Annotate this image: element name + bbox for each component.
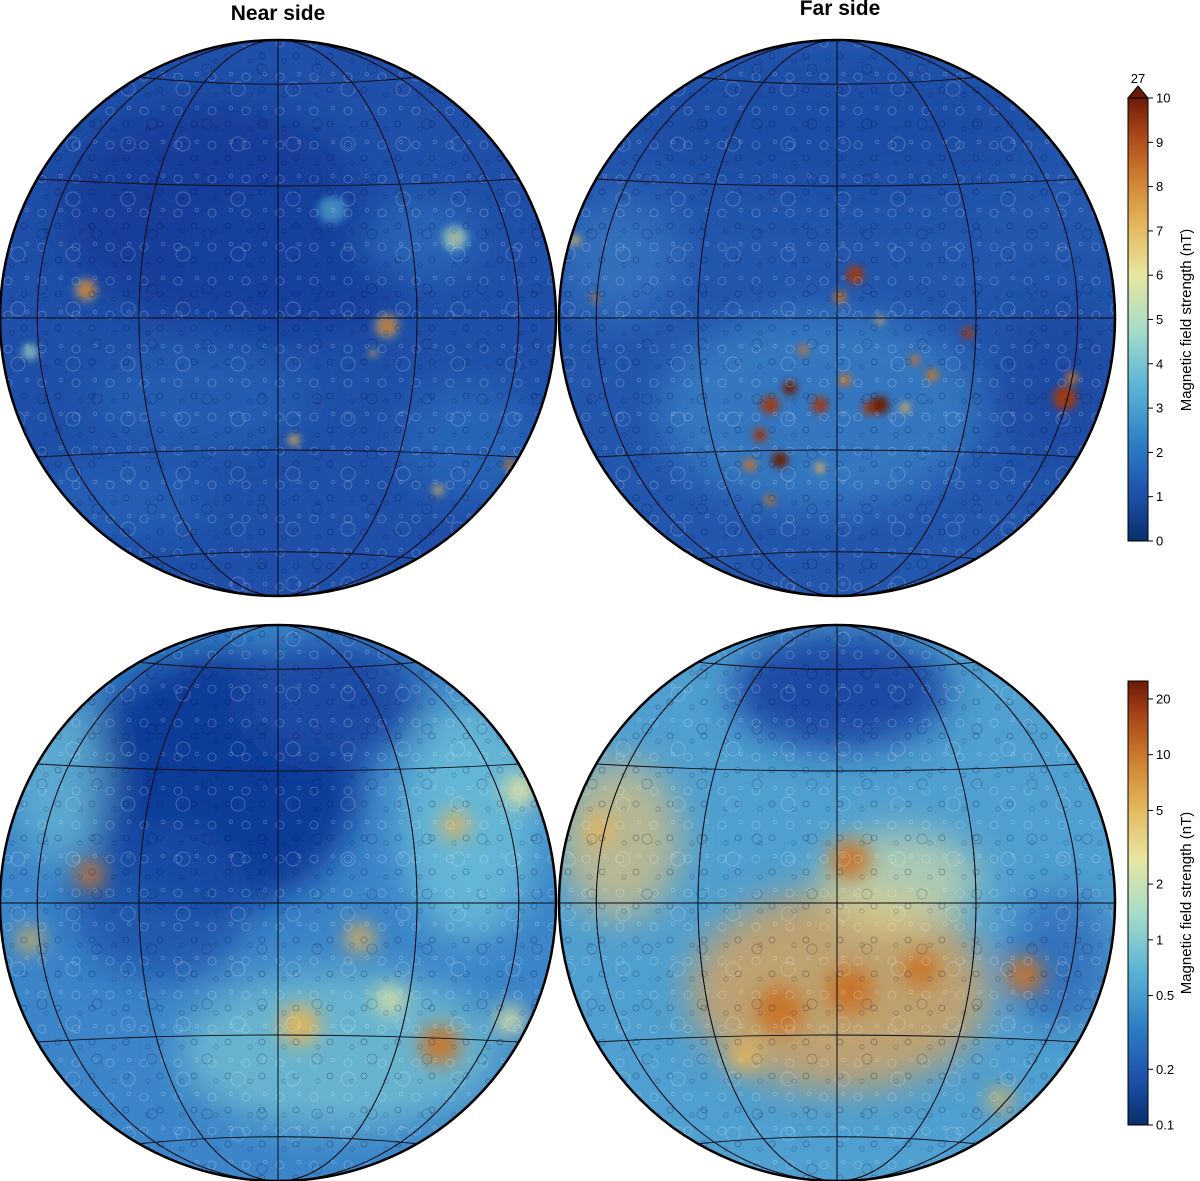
parallel-line [138,76,418,85]
parallel-line [37,449,519,458]
colorbar-overflow-triangle [1126,85,1150,99]
graticule [0,625,556,1181]
colorbar-log-label: Magnetic field strength (nT) [1178,812,1195,995]
parallel-line [138,551,418,560]
graticule [559,40,1115,596]
colorbar-tick-label: 0.2 [1156,1062,1174,1077]
colorbar-linear-label: Magnetic field strength (nT) [1178,229,1195,412]
parallel-line [697,551,977,560]
globe-outline [557,623,1117,1181]
colorbar-tick-label: 10 [1156,91,1170,106]
graticule [0,40,556,596]
panel-top-far [557,38,1117,598]
colorbar-tick-label: 8 [1156,179,1163,194]
colorbar-tick-label: 2 [1156,877,1163,892]
parallel-line [37,1034,519,1043]
colorbar-overflow-label: 27 [1131,71,1145,86]
colorbar-linear-gradient [1127,97,1149,542]
colorbar-log-ticks: 0.1 0.2 0.5 1 2 5 10 20 [1148,691,1174,1133]
parallel-line [37,763,519,772]
far-side-title: Far side [800,0,881,20]
colorbar-tick-label: 6 [1156,268,1163,283]
parallel-line [697,1136,977,1145]
panel-bottom-near [0,623,558,1181]
panel-top-near [0,38,558,598]
colorbar-tick-label: 3 [1156,401,1163,416]
colorbar-tick-label: 20 [1156,691,1170,706]
parallel-line [697,76,977,85]
colorbar-tick-label: 0.5 [1156,988,1174,1003]
colorbar-tick-label: 10 [1156,747,1170,762]
graticule [559,625,1115,1181]
colorbar-log: 0.1 0.2 0.5 1 2 5 10 20 Magnetic field strength… [1127,680,1195,1133]
colorbar-tick-label: 5 [1156,312,1163,327]
parallel-line [596,763,1078,772]
colorbar-log-gradient [1127,680,1149,1126]
parallel-line [596,178,1078,187]
parallel-line [596,1034,1078,1043]
colorbar-tick-label: 2 [1156,445,1163,460]
globe-outline [0,38,558,598]
colorbar-tick-label: 7 [1156,223,1163,238]
colorbar-linear: 27 0 1 2 3 4 5 6 7 8 9 10 Magnetic field strength … [1126,71,1195,549]
panel-bottom-far [557,623,1117,1181]
globe-outline [0,623,558,1181]
colorbar-tick-label: 1 [1156,489,1163,504]
colorbar-tick-label: 0 [1156,534,1163,549]
parallel-line [596,449,1078,458]
colorbar-tick-label: 4 [1156,356,1163,371]
colorbar-linear-ticks: 0 1 2 3 4 5 6 7 8 9 10 [1148,91,1170,549]
globe-outline [557,38,1117,598]
colorbar-tick-label: 1 [1156,932,1163,947]
colorbar-tick-label: 5 [1156,803,1163,818]
colorbar-tick-label: 9 [1156,135,1163,150]
near-side-title: Near side [231,2,326,25]
colorbar-tick-label: 0.1 [1156,1118,1174,1133]
parallel-line [697,661,977,670]
parallel-line [138,661,418,670]
parallel-line [138,1136,418,1145]
parallel-line [37,178,519,187]
